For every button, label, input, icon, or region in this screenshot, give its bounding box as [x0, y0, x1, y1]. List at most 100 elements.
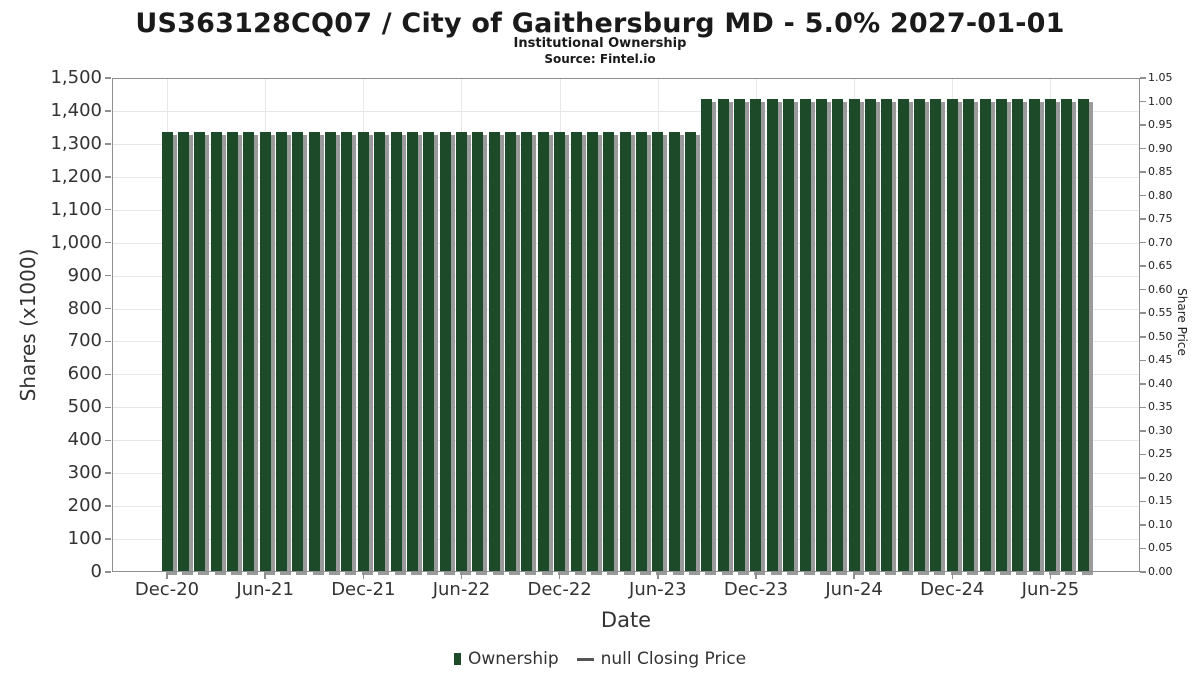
- ownership-bar: [505, 132, 517, 572]
- ownership-bar: [619, 132, 631, 572]
- ownership-bar: [668, 132, 680, 572]
- x-axis-title: Date: [600, 608, 652, 632]
- y-axis-label-left: 1,100: [50, 198, 102, 220]
- y-axis-tick-left: [105, 472, 111, 474]
- y-axis-tick-left: [105, 505, 111, 507]
- ownership-bar: [799, 99, 811, 572]
- y-axis-title-right: Share Price: [1175, 288, 1189, 356]
- ownership-bar: [439, 132, 451, 572]
- chart-subtitle: Institutional Ownership: [513, 36, 687, 51]
- y-axis-tick-left: [105, 439, 111, 442]
- ownership-bar: [652, 132, 664, 572]
- legend: Ownership null Closing Price: [0, 646, 1200, 672]
- y-axis-tick-left: [105, 176, 111, 178]
- y-axis-label-right: 0.45: [1148, 353, 1173, 367]
- ownership-bar: [554, 132, 566, 572]
- x-axis-label: Jun-22: [432, 579, 491, 600]
- ownership-bar: [750, 99, 762, 572]
- y-axis-label-left: 100: [67, 528, 102, 550]
- ownership-bar: [832, 99, 844, 572]
- y-axis-tick-right: [1140, 500, 1146, 503]
- x-axis-tick: [951, 573, 954, 579]
- bar-series-marker-icon: [453, 653, 461, 665]
- y-axis-tick-left: [105, 373, 111, 376]
- x-axis-tick: [853, 573, 855, 579]
- y-axis-label-left: 1,400: [50, 99, 102, 121]
- y-axis-label-left: 600: [67, 363, 102, 385]
- y-axis-tick-left: [105, 274, 111, 277]
- y-axis-label-right: 0.70: [1148, 235, 1173, 249]
- ownership-bar: [325, 132, 337, 572]
- x-axis-label: Jun-25: [1021, 579, 1080, 600]
- y-axis-label-right: 1.05: [1148, 71, 1173, 84]
- y-axis-label-left: 700: [67, 330, 102, 352]
- ownership-bar: [390, 132, 402, 572]
- y-axis-tick-right: [1140, 194, 1146, 197]
- y-axis-label-right: 0.85: [1148, 165, 1173, 179]
- ownership-bar: [472, 132, 484, 572]
- ownership-bar: [685, 132, 697, 572]
- ownership-bar: [734, 99, 746, 572]
- ownership-bar: [1061, 99, 1073, 572]
- ownership-bar: [177, 132, 189, 572]
- y-axis-tick-right: [1140, 171, 1146, 173]
- ownership-bar: [537, 132, 549, 572]
- y-axis-tick-right: [1140, 265, 1146, 267]
- ownership-bar: [161, 132, 173, 572]
- y-axis-label-left: 1,000: [50, 231, 102, 253]
- ownership-bar: [570, 132, 582, 572]
- y-axis-tick-right: [1140, 100, 1146, 103]
- y-axis-tick-left: [105, 208, 111, 211]
- y-axis-label-right: 0.95: [1148, 118, 1173, 132]
- x-axis-tick: [362, 573, 365, 579]
- y-axis-label-left: 0: [90, 561, 102, 582]
- y-axis-label-right: 0.55: [1148, 306, 1173, 320]
- ownership-bar: [308, 132, 320, 572]
- y-axis-label-right: 0.20: [1148, 470, 1173, 484]
- ownership-bar: [226, 132, 238, 572]
- legend-item-closing-price: null Closing Price: [576, 649, 747, 669]
- x-axis-tick: [558, 573, 561, 579]
- ownership-bar: [635, 132, 647, 572]
- ownership-bar: [881, 99, 893, 572]
- ownership-bar: [717, 99, 729, 572]
- x-axis-label: Jun-24: [825, 579, 883, 600]
- y-axis-label-right: 0.00: [1148, 565, 1173, 578]
- x-axis-label: Dec-22: [527, 579, 592, 600]
- legend-label-closing-price: null Closing Price: [600, 649, 747, 669]
- ownership-bar: [815, 99, 827, 572]
- y-axis-tick-right: [1140, 430, 1146, 432]
- y-axis-title-left: Shares (x1000): [16, 248, 40, 402]
- y-axis-label-right: 0.50: [1148, 329, 1173, 343]
- x-axis-tick: [755, 573, 757, 579]
- ownership-bar: [701, 99, 713, 572]
- chart-title: US363128CQ07 / City of Gaithersburg MD -…: [135, 8, 1065, 39]
- y-axis-tick-right: [1140, 77, 1146, 79]
- x-axis-tick: [264, 573, 266, 579]
- y-axis-tick-left: [105, 77, 111, 79]
- ownership-bar: [963, 99, 975, 572]
- ownership-bar: [423, 132, 435, 572]
- ownership-bar: [406, 132, 418, 572]
- y-axis-label-left: 900: [67, 264, 102, 286]
- y-axis-tick-right: [1140, 124, 1146, 126]
- y-axis-label-right: 1.00: [1148, 94, 1173, 108]
- y-axis-label-left: 200: [67, 495, 102, 517]
- ownership-bar: [210, 132, 222, 572]
- y-axis-tick-left: [105, 538, 111, 540]
- y-axis-label-right: 0.30: [1148, 423, 1173, 437]
- x-axis-tick: [166, 573, 168, 579]
- x-axis-tick: [460, 573, 463, 579]
- x-axis-label: Jun-23: [629, 579, 687, 600]
- ownership-bar: [946, 99, 958, 572]
- y-axis-tick-left: [105, 340, 111, 343]
- y-axis-tick-left: [105, 241, 111, 244]
- plot-area: [112, 78, 1140, 572]
- y-axis-tick-left: [105, 307, 111, 310]
- x-axis-label: Dec-24: [920, 579, 985, 600]
- ownership-bar: [259, 132, 271, 572]
- y-axis-tick-right: [1140, 147, 1146, 150]
- y-axis-label-right: 0.60: [1148, 282, 1173, 296]
- ownership-bar: [766, 99, 778, 572]
